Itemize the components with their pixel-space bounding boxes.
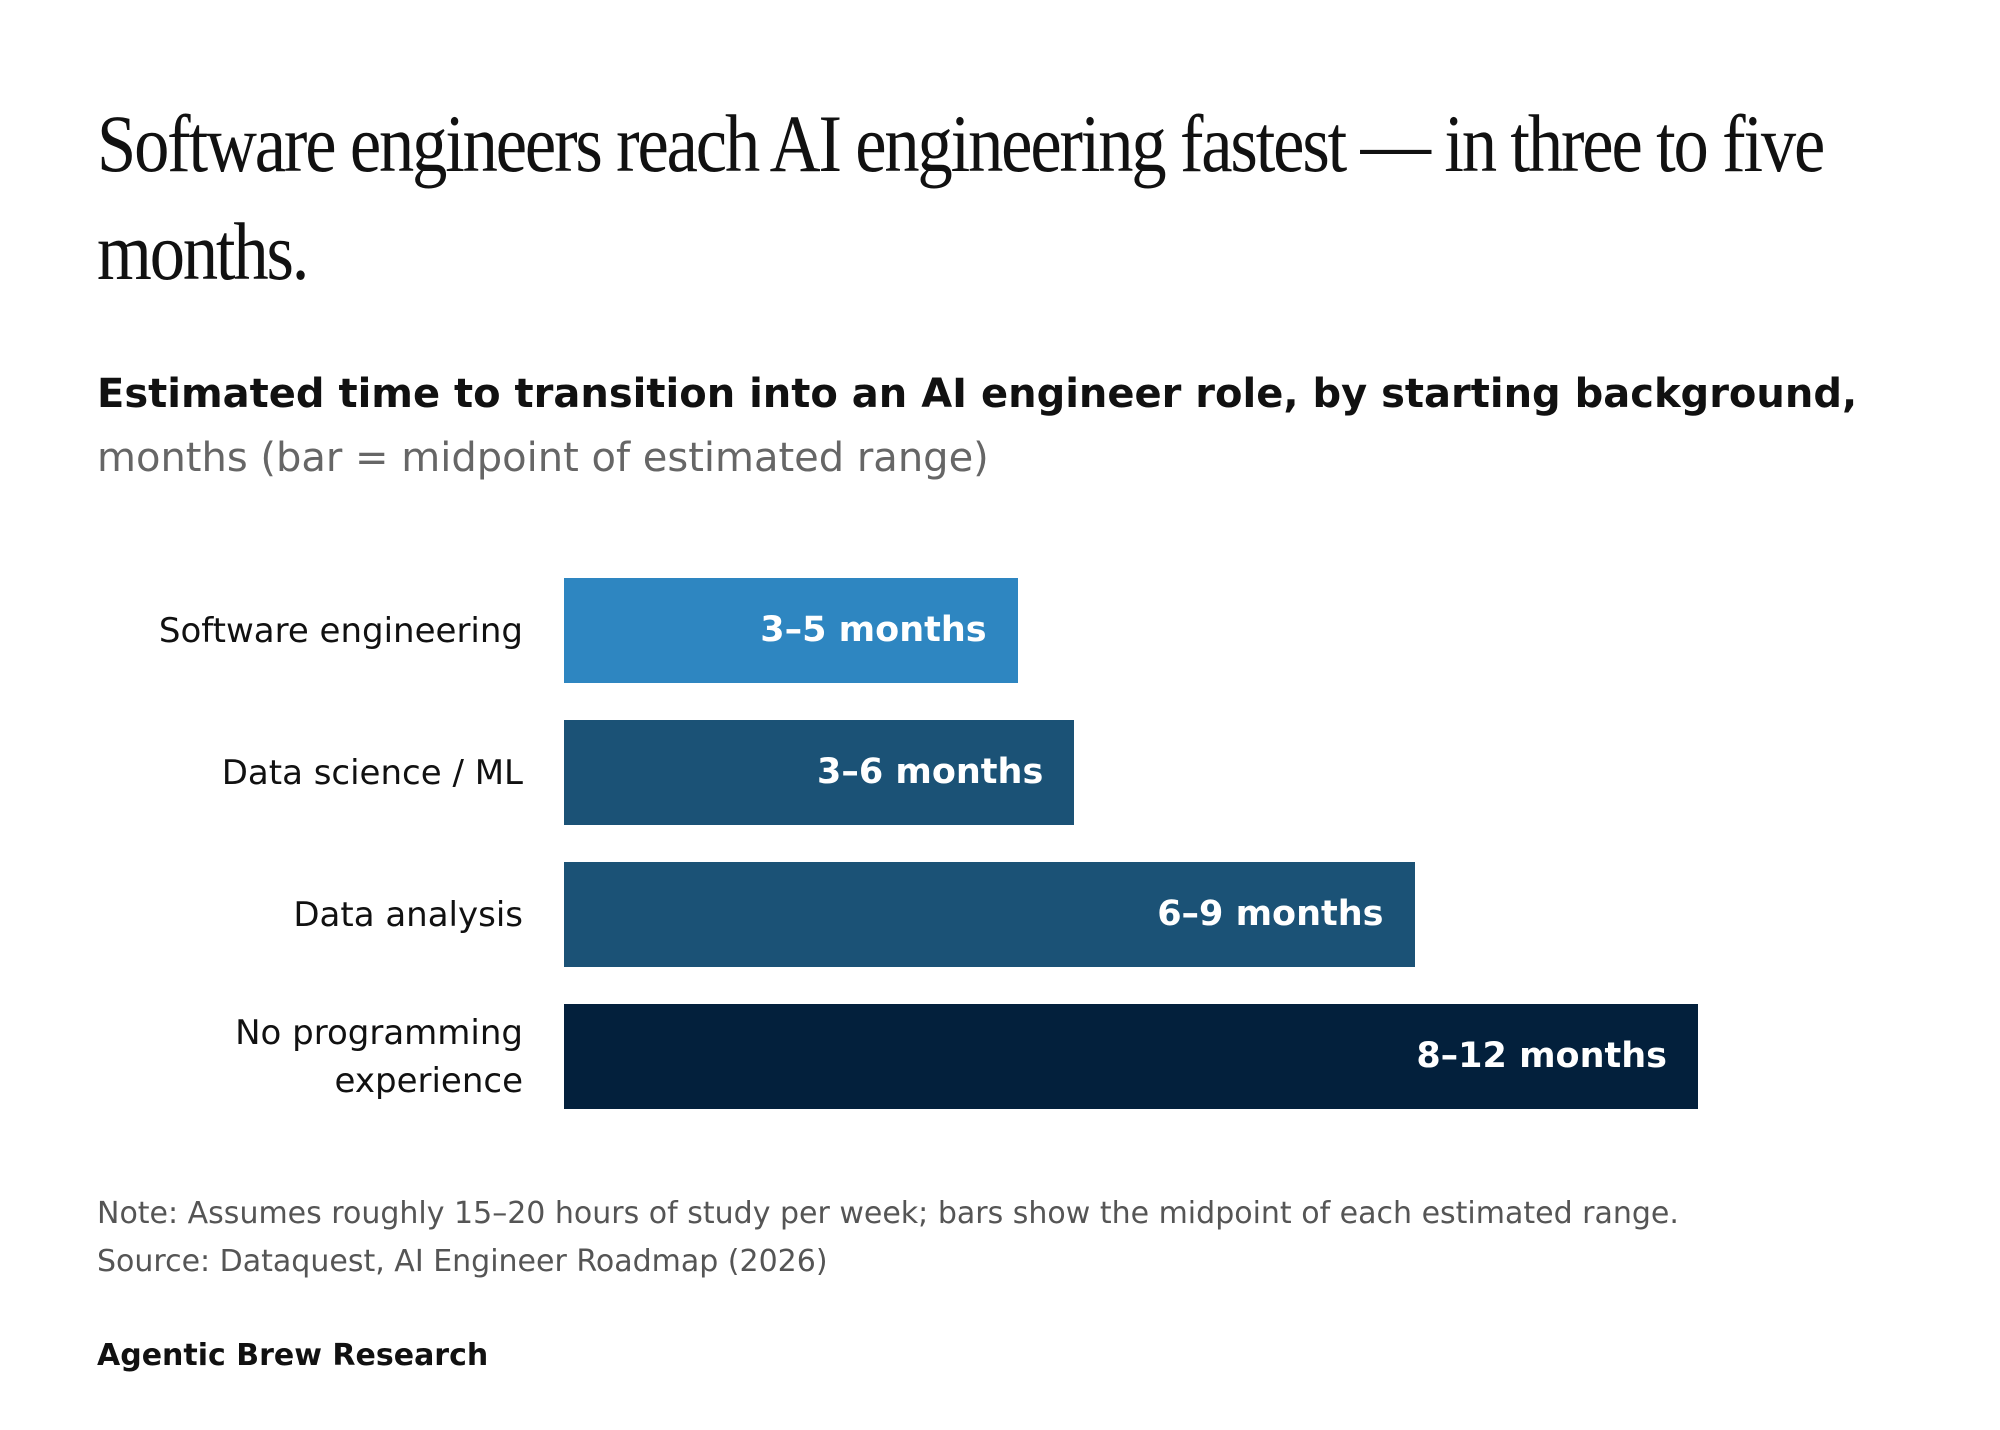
bar [564,1004,1698,1109]
bar [564,720,1075,825]
source: Source: Dataquest, AI Engineer Roadmap (… [97,1244,828,1279]
subtitle-main: Estimated time to transition into an AI … [97,371,1858,417]
value-label: 8–12 months [1416,1036,1667,1076]
bar [564,578,1018,683]
footer: Agentic Brew Research [97,1338,489,1373]
chart-title: Software engineers reach AI engineering … [97,98,1825,297]
subtitle: Estimated time to transition into an AI … [97,362,1947,490]
value-label: 3–5 months [760,610,987,650]
bar [564,862,1415,967]
value-label: 6–9 months [1157,894,1384,934]
category-label: Software engineering [158,610,523,651]
category-label: No programming experience [235,1012,523,1101]
category-label: Data analysis [293,894,523,935]
chart: Software engineering 3–5 months Data scien… [0,578,2000,1138]
subtitle-note: months (bar = midpoint of estimated rang… [97,435,989,481]
value-label: 3–6 months [816,752,1044,792]
category-label: Data science / ML [221,752,523,793]
note: Note: Assumes roughly 15–20 hours of stu… [97,1196,1679,1231]
